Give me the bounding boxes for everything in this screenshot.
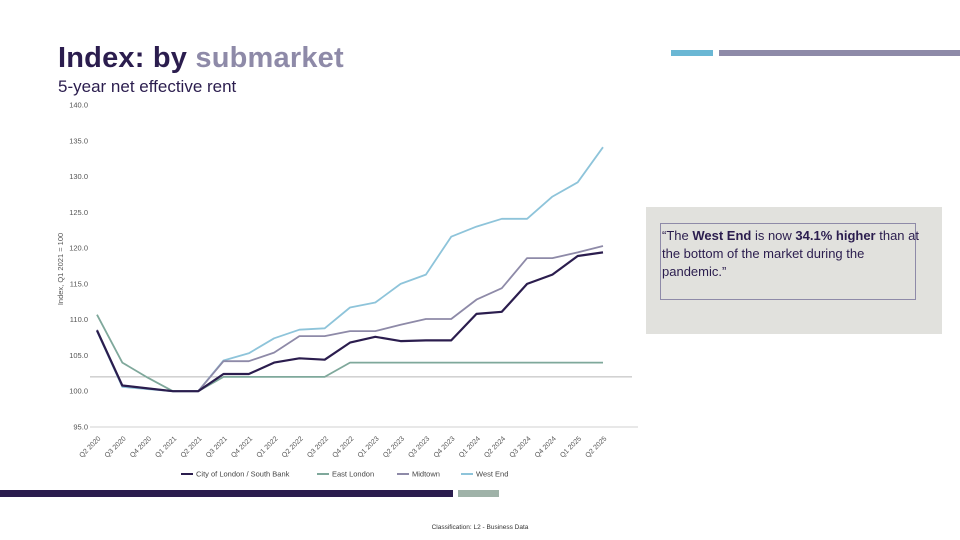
y-tick-label: 115.0 [70, 279, 88, 288]
x-tick-label: Q1 2025 [559, 435, 583, 459]
y-tick-label: 120.0 [69, 244, 88, 253]
y-tick-label: 135.0 [69, 136, 88, 145]
x-tick-label: Q3 2021 [205, 435, 229, 459]
y-axis-title: Index, Q1 2021 = 100 [56, 233, 65, 305]
legend-label-city: City of London / South Bank [196, 470, 290, 479]
decor-bar-top-blue [671, 50, 713, 56]
x-tick-label: Q1 2023 [357, 435, 381, 459]
legend-label-east: East London [332, 470, 374, 479]
x-tick-label: Q4 2024 [534, 435, 558, 459]
x-tick-label: Q4 2021 [230, 435, 254, 459]
x-tick-label: Q2 2024 [483, 435, 507, 459]
y-tick-label: 110.0 [70, 315, 88, 324]
y-tick-label: 140.0 [69, 101, 88, 110]
y-tick-label: 105.0 [69, 351, 88, 360]
series-line-west [96, 146, 604, 393]
x-tick-label: Q4 2022 [331, 435, 355, 459]
quote-end: than at the bottom of the market during … [662, 228, 919, 279]
x-tick-label: Q1 2022 [256, 435, 280, 459]
page-subtitle: 5-year net effective rent [58, 77, 237, 96]
x-tick-label: Q4 2023 [433, 435, 457, 459]
series-line-midtown [96, 245, 604, 393]
legend-label-midtown: Midtown [412, 470, 440, 479]
x-tick-label: Q3 2022 [306, 435, 330, 459]
x-tick-label: Q3 2020 [104, 435, 128, 459]
series-line-city [96, 251, 604, 393]
x-tick-label: Q3 2024 [509, 435, 533, 459]
x-tick-label: Q2 2021 [180, 435, 204, 459]
page-title: Index: by submarket [58, 42, 344, 75]
x-tick-label: Q2 2023 [382, 435, 406, 459]
decor-bar-bottom-dark [0, 490, 453, 497]
y-tick-label: 100.0 [69, 387, 88, 396]
quote-panel: “The West End is now 34.1% higher than a… [646, 207, 942, 334]
series-line-east [96, 314, 603, 393]
quote-open: “The [662, 228, 693, 243]
x-tick-label: Q1 2021 [154, 435, 178, 459]
decor-bar-top-gray [719, 50, 960, 56]
quote-bold-percent: 34.1% higher [795, 228, 876, 243]
y-tick-label: 130.0 [69, 172, 88, 181]
quote-mid: is now [751, 228, 796, 243]
y-tick-label: 125.0 [69, 208, 88, 217]
x-tick-label: Q3 2023 [407, 435, 431, 459]
y-tick-label: 95.0 [73, 423, 88, 432]
title-accent: submarket [195, 42, 344, 74]
x-tick-label: Q2 2022 [281, 435, 305, 459]
x-tick-label: Q4 2020 [129, 435, 153, 459]
decor-bar-bottom-green [458, 490, 499, 497]
x-tick-label: Q1 2024 [458, 435, 482, 459]
x-tick-label: Q2 2020 [78, 435, 102, 459]
quote-bold-westend: West End [692, 228, 752, 243]
classification-footer: Classification: L2 - Business Data [431, 524, 529, 531]
quote-text: “The West End is now 34.1% higher than a… [662, 227, 932, 281]
quote-border [660, 223, 916, 300]
title-main: Index: by [58, 42, 196, 74]
x-tick-label: Q2 2025 [584, 435, 608, 459]
legend-label-west: West End [476, 470, 508, 479]
